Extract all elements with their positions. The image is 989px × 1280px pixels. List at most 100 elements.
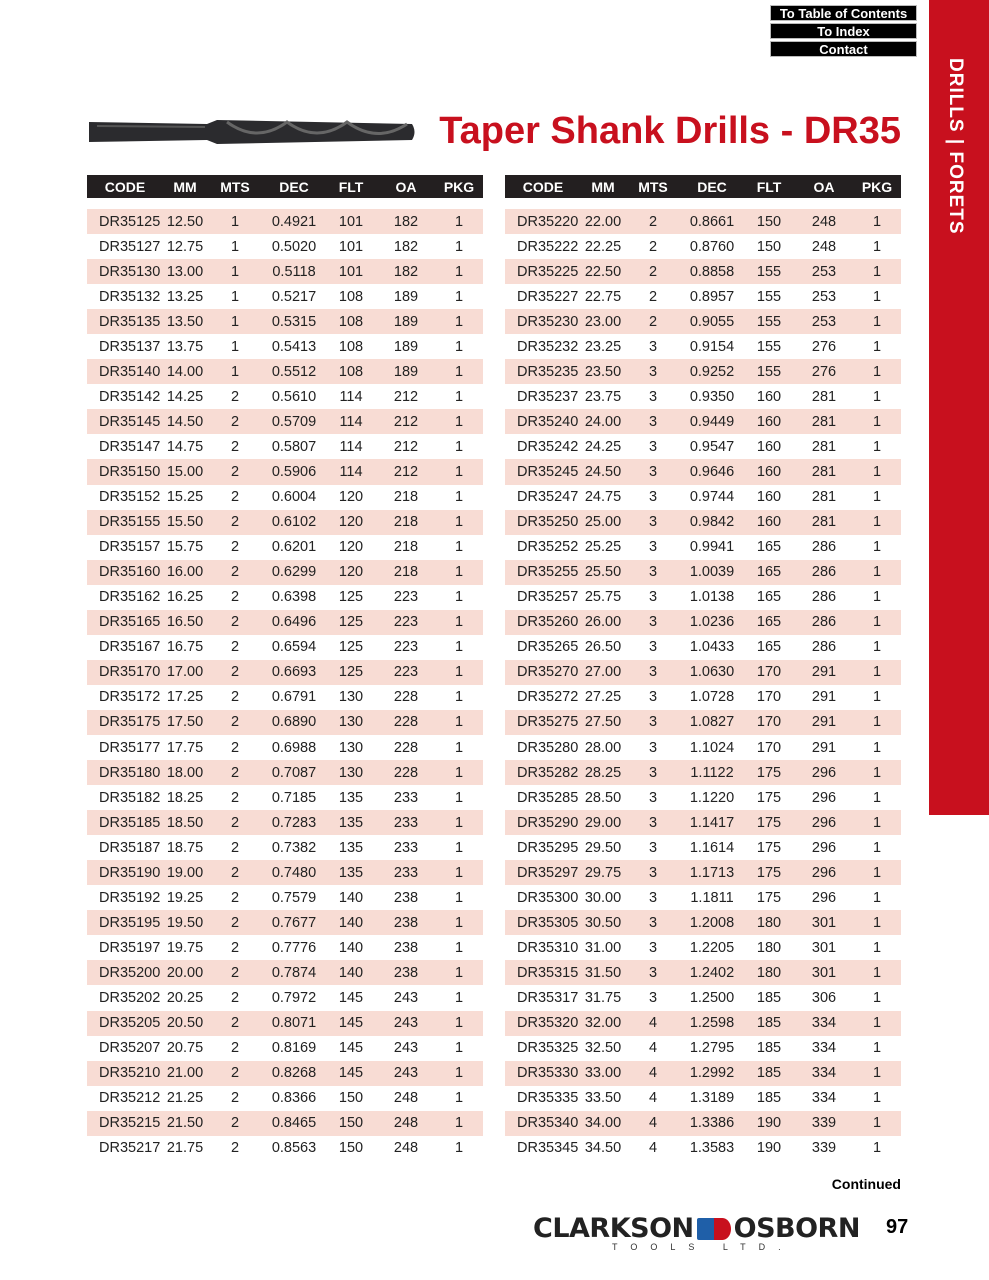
cell-pkg: 1 bbox=[454, 964, 464, 981]
cell-pkg: 1 bbox=[454, 789, 464, 806]
cell-oa: 233 bbox=[393, 814, 419, 831]
cell-pkg: 1 bbox=[872, 313, 882, 330]
cell-oa: 182 bbox=[393, 238, 419, 255]
table-of-contents-link[interactable]: To Table of Contents bbox=[770, 5, 917, 21]
cell-dec: 0.6299 bbox=[271, 564, 317, 581]
column-header-mts: MTS bbox=[638, 178, 668, 195]
table-row: DR35257 25.75 3 1.0138 165 286 1 bbox=[505, 585, 901, 610]
cell-dec: 0.7087 bbox=[271, 764, 317, 781]
cell-flt: 155 bbox=[756, 363, 782, 380]
cell-mm: 27.25 bbox=[584, 689, 622, 706]
cell-dec: 0.7972 bbox=[271, 989, 317, 1006]
cell-pkg: 1 bbox=[454, 664, 464, 681]
cell-oa: 212 bbox=[393, 463, 419, 480]
cell-oa: 238 bbox=[393, 914, 419, 931]
cell-dec: 0.8563 bbox=[271, 1140, 317, 1157]
cell-flt: 160 bbox=[756, 438, 782, 455]
cell-oa: 291 bbox=[811, 689, 837, 706]
cell-code: DR35210 bbox=[99, 1065, 161, 1082]
cell-mm: 18.00 bbox=[166, 764, 204, 781]
table-row: DR35282 28.25 3 1.1122 175 296 1 bbox=[505, 760, 901, 786]
cell-flt: 170 bbox=[756, 739, 782, 756]
cell-code: DR35265 bbox=[517, 639, 579, 656]
brand-name-right: OSBORN bbox=[733, 1213, 861, 1244]
cell-mts: 4 bbox=[648, 1140, 658, 1157]
cell-pkg: 1 bbox=[872, 939, 882, 956]
cell-code: DR35270 bbox=[517, 664, 579, 681]
table-row: DR35315 31.50 3 1.2402 180 301 1 bbox=[505, 960, 901, 986]
cell-pkg: 1 bbox=[872, 388, 882, 405]
cell-flt: 145 bbox=[338, 989, 364, 1006]
cell-pkg: 1 bbox=[872, 438, 882, 455]
cell-oa: 243 bbox=[393, 1040, 419, 1057]
cell-mts: 2 bbox=[230, 939, 240, 956]
cell-oa: 223 bbox=[393, 639, 419, 656]
cell-flt: 101 bbox=[338, 213, 364, 230]
cell-code: DR35185 bbox=[99, 814, 161, 831]
cell-mts: 2 bbox=[230, 989, 240, 1006]
cell-pkg: 1 bbox=[454, 914, 464, 931]
column-header-mts: MTS bbox=[220, 178, 250, 195]
cell-mts: 2 bbox=[230, 514, 240, 531]
cell-flt: 120 bbox=[338, 539, 364, 556]
cell-flt: 185 bbox=[756, 1090, 782, 1107]
column-header-oa: OA bbox=[395, 178, 417, 195]
cell-dec: 0.8760 bbox=[689, 238, 735, 255]
cell-mm: 18.50 bbox=[166, 814, 204, 831]
cell-oa: 291 bbox=[811, 664, 837, 681]
index-link[interactable]: To Index bbox=[770, 23, 917, 39]
table-row: DR35145 14.50 2 0.5709 114 212 1 bbox=[87, 409, 483, 435]
cell-dec: 0.9449 bbox=[689, 413, 735, 430]
cell-oa: 233 bbox=[393, 839, 419, 856]
cell-code: DR35142 bbox=[99, 388, 161, 405]
cell-mts: 3 bbox=[648, 363, 658, 380]
cell-mts: 3 bbox=[648, 564, 658, 581]
cell-oa: 296 bbox=[811, 764, 837, 781]
table-row: DR35217 21.75 2 0.8563 150 248 1 bbox=[87, 1136, 483, 1161]
cell-flt: 108 bbox=[338, 288, 364, 305]
cell-flt: 185 bbox=[756, 1015, 782, 1032]
cell-code: DR35320 bbox=[517, 1015, 579, 1032]
cell-pkg: 1 bbox=[872, 413, 882, 430]
table-row: DR35180 18.00 2 0.7087 130 228 1 bbox=[87, 760, 483, 786]
cell-mts: 2 bbox=[648, 313, 658, 330]
cell-pkg: 1 bbox=[454, 213, 464, 230]
cell-dec: 0.7283 bbox=[271, 814, 317, 831]
cell-pkg: 1 bbox=[872, 1140, 882, 1157]
cell-code: DR35295 bbox=[517, 839, 579, 856]
cell-flt: 125 bbox=[338, 614, 364, 631]
cell-mm: 13.50 bbox=[166, 313, 204, 330]
cell-mm: 12.75 bbox=[166, 238, 204, 255]
cell-mts: 2 bbox=[230, 964, 240, 981]
cell-mts: 2 bbox=[230, 689, 240, 706]
cell-pkg: 1 bbox=[872, 263, 882, 280]
cell-code: DR35205 bbox=[99, 1015, 161, 1032]
cell-flt: 155 bbox=[756, 288, 782, 305]
cell-mts: 4 bbox=[648, 1115, 658, 1132]
table-row: DR35222 22.25 2 0.8760 150 248 1 bbox=[505, 234, 901, 259]
cell-code: DR35155 bbox=[99, 514, 161, 531]
cell-mm: 16.75 bbox=[166, 639, 204, 656]
cell-flt: 114 bbox=[339, 463, 363, 480]
cell-flt: 145 bbox=[338, 1040, 364, 1057]
table-row: DR35317 31.75 3 1.2500 185 306 1 bbox=[505, 985, 901, 1010]
cell-mts: 2 bbox=[230, 463, 240, 480]
contact-link[interactable]: Contact bbox=[770, 41, 917, 57]
cell-pkg: 1 bbox=[454, 1065, 464, 1082]
table-row: DR35182 18.25 2 0.7185 135 233 1 bbox=[87, 785, 483, 810]
cell-code: DR35140 bbox=[99, 363, 161, 380]
table-row: DR35207 20.75 2 0.8169 145 243 1 bbox=[87, 1036, 483, 1061]
cell-dec: 0.6594 bbox=[271, 639, 317, 656]
cell-pkg: 1 bbox=[454, 288, 464, 305]
cell-flt: 175 bbox=[756, 789, 782, 806]
cell-code: DR35145 bbox=[99, 413, 161, 430]
table-row: DR35190 19.00 2 0.7480 135 233 1 bbox=[87, 860, 483, 886]
table-row: DR35177 17.75 2 0.6988 130 228 1 bbox=[87, 735, 483, 760]
cell-oa: 228 bbox=[393, 689, 419, 706]
cell-mm: 16.00 bbox=[166, 564, 204, 581]
cell-dec: 1.1024 bbox=[689, 739, 735, 756]
cell-dec: 0.6201 bbox=[271, 539, 317, 556]
cell-mts: 2 bbox=[230, 614, 240, 631]
cell-flt: 140 bbox=[338, 939, 364, 956]
cell-pkg: 1 bbox=[872, 689, 882, 706]
